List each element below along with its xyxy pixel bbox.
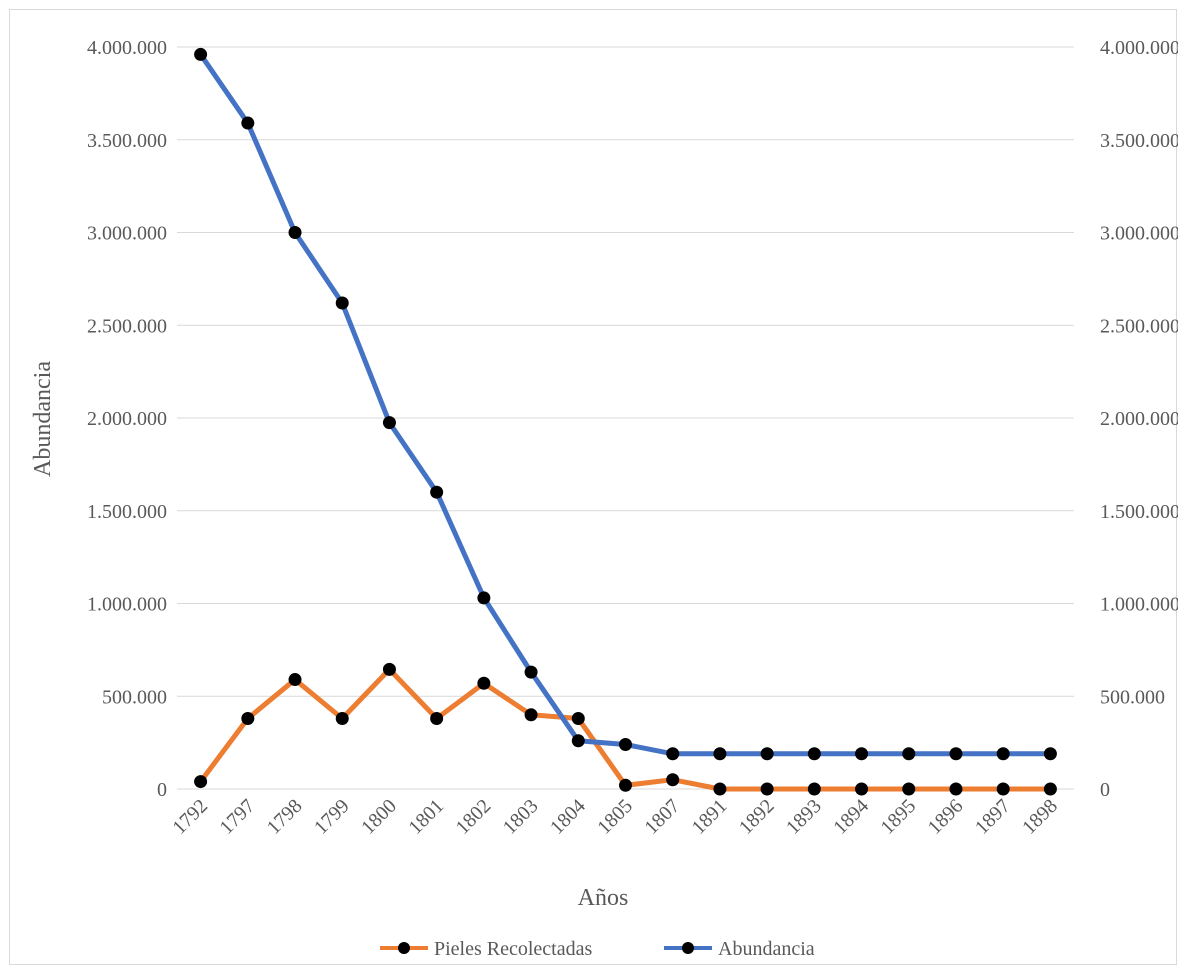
line-chart: 0 500.000 1.000.000 1.500.000 2.000.000 2.500…: [30, 37, 1178, 960]
data-point-1: [713, 747, 727, 761]
data-point-0: [902, 782, 916, 796]
y2-tick-label: 2.000.000: [1100, 408, 1178, 430]
x-tick-label: 1897: [971, 795, 1015, 839]
data-point-1: [524, 665, 538, 679]
y2-tick-label: 3.500.000: [1100, 130, 1178, 152]
data-point-0: [194, 775, 208, 789]
legend-item-abundancia: Abundancia: [664, 938, 815, 960]
y-tick-label: 1.500.000: [87, 501, 167, 523]
data-point-1: [807, 747, 821, 761]
data-point-1: [619, 737, 632, 751]
data-point-1: [571, 734, 585, 748]
legend-marker-abundancia: [682, 942, 694, 954]
data-point-0: [996, 782, 1010, 796]
x-tick-label: 1797: [216, 795, 260, 839]
x-axis: 1792 1797 1798 1799 1800 1801 1802 1803 1804 1805…: [168, 795, 1062, 839]
y-tick-label: 0: [157, 779, 167, 801]
x-tick-label: 1807: [640, 795, 684, 839]
y2-tick-label: 2.500.000: [1100, 315, 1178, 337]
data-point-1: [430, 485, 444, 499]
y-axis-left: 0 500.000 1.000.000 1.500.000 2.000.000 2.500…: [87, 37, 167, 801]
data-point-0: [619, 778, 632, 792]
data-point-1: [194, 47, 208, 61]
y-tick-label: 1.000.000: [87, 594, 167, 616]
data-point-0: [949, 782, 963, 796]
y2-tick-label: 0: [1100, 779, 1110, 801]
data-point-1: [1043, 747, 1057, 761]
data-point-1: [996, 747, 1010, 761]
x-tick-label: 1895: [876, 795, 920, 839]
data-point-0: [335, 712, 349, 726]
legend-label-abundancia: Abundancia: [718, 938, 815, 960]
y2-tick-label: 3.000.000: [1100, 223, 1178, 245]
y2-tick-label: 500.000: [1100, 686, 1165, 708]
y-tick-label: 3.000.000: [87, 223, 167, 245]
x-tick-label: 1892: [735, 795, 779, 839]
series-line-1: [198, 52, 1051, 757]
x-tick-label: 1792: [168, 795, 212, 839]
data-point-0: [430, 712, 444, 726]
series-markers: [194, 47, 1057, 796]
y-tick-label: 2.000.000: [87, 408, 167, 430]
data-point-0: [571, 712, 585, 726]
data-point-0: [807, 782, 821, 796]
data-point-1: [335, 296, 349, 310]
y2-tick-label: 1.500.000: [1100, 501, 1178, 523]
chart-area: 0 500.000 1.000.000 1.500.000 2.000.000 2.500…: [9, 9, 1178, 965]
data-point-0: [760, 782, 774, 796]
x-tick-label: 1896: [924, 795, 968, 839]
x-tick-label: 1801: [404, 795, 448, 839]
legend-marker-pieles: [398, 942, 410, 954]
y-tick-label: 2.500.000: [87, 315, 167, 337]
data-point-1: [477, 591, 491, 605]
data-point-1: [902, 747, 916, 761]
data-point-0: [382, 662, 396, 676]
data-point-1: [855, 747, 869, 761]
series-lines: [198, 52, 1051, 792]
data-point-1: [288, 226, 302, 239]
y-tick-label: 4.000.000: [87, 37, 167, 59]
legend-item-pieles: Pieles Recolectadas: [380, 938, 592, 960]
data-point-0: [288, 673, 302, 687]
legend-label-pieles: Pieles Recolectadas: [434, 938, 592, 960]
x-tick-label: 1894: [829, 795, 873, 839]
data-point-0: [713, 782, 727, 796]
x-tick-label: 1800: [357, 795, 401, 839]
x-tick-label: 1898: [1018, 795, 1062, 839]
y-tick-label: 3.500.000: [87, 130, 167, 152]
y-axis-right: 0 500.000 1.000.000 1.500.000 2.000.000 2.500…: [1100, 37, 1178, 801]
y2-tick-label: 4.000.000: [1100, 37, 1178, 59]
data-point-0: [666, 773, 680, 787]
x-tick-label: 1805: [593, 795, 637, 839]
data-point-1: [241, 116, 255, 130]
data-point-1: [382, 416, 396, 430]
x-tick-label: 1804: [546, 795, 590, 839]
data-point-1: [666, 747, 680, 761]
x-tick-label: 1798: [263, 795, 307, 839]
x-tick-label: 1803: [499, 795, 543, 839]
y-axis-title: Abundancia: [30, 361, 56, 477]
data-point-1: [949, 747, 963, 761]
y-tick-label: 500.000: [102, 686, 167, 708]
legend: Pieles Recolectadas Abundancia: [380, 938, 815, 960]
gridlines: [177, 46, 1074, 790]
x-axis-title: Años: [578, 885, 629, 911]
data-point-1: [760, 747, 774, 761]
data-point-0: [524, 708, 538, 722]
x-tick-label: 1893: [782, 795, 826, 839]
x-tick-label: 1802: [452, 795, 496, 839]
data-point-0: [1043, 782, 1057, 796]
x-tick-label: 1891: [688, 795, 732, 839]
series-line-0: [198, 666, 1051, 792]
y2-tick-label: 1.000.000: [1100, 594, 1178, 616]
data-point-0: [477, 676, 491, 690]
data-point-0: [241, 712, 255, 726]
x-tick-label: 1799: [310, 795, 354, 839]
data-point-0: [855, 782, 869, 796]
